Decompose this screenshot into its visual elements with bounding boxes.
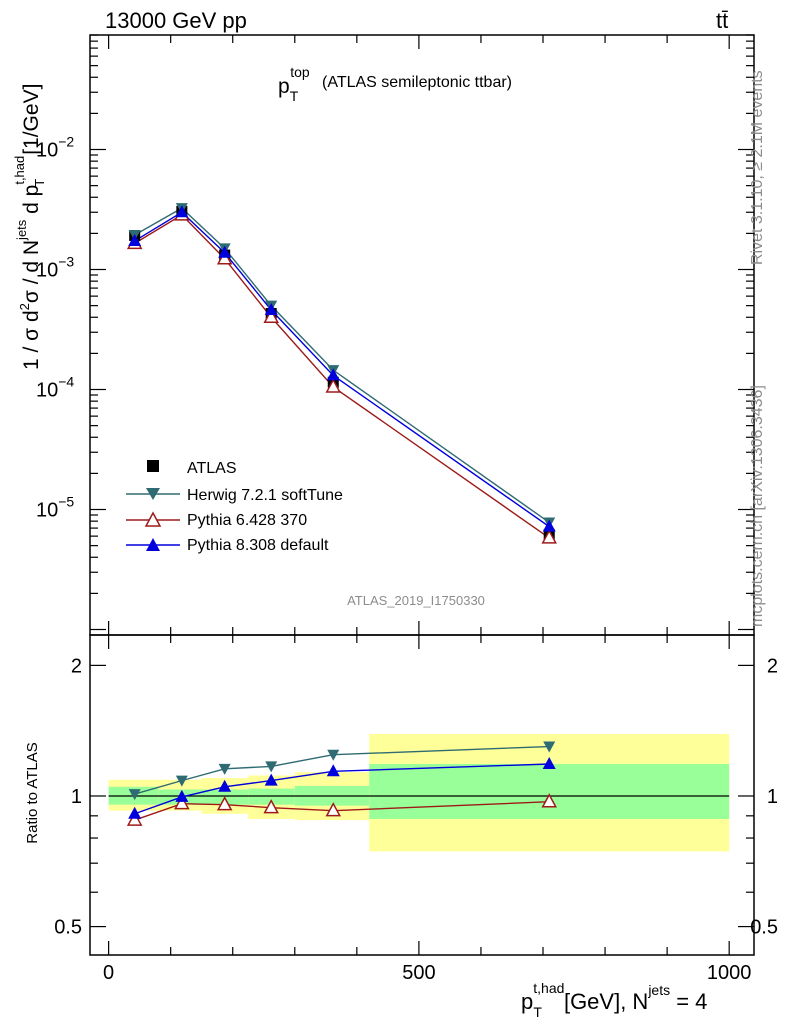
y-tick-label: 10−2: [36, 134, 74, 162]
data-point-herwig: [327, 749, 340, 761]
x-tick-label: 0: [103, 962, 114, 984]
ratio-y-tick-label-right: 1: [767, 786, 778, 808]
legend: ATLAS Herwig 7.2.1 softTune Pythia 6.428…: [126, 460, 343, 554]
data-point-pythia6: [263, 308, 279, 324]
ratio-line-herwig: [134, 745, 550, 795]
legend-entry-atlas: ATLAS: [147, 460, 237, 477]
data-point-pythia6: [325, 802, 342, 817]
data-point-pythia6: [325, 378, 342, 393]
data-point-pythia6: [216, 796, 233, 811]
data-point-pythia8: [542, 519, 556, 532]
axis-tick-labels: 0 500 1000 10−5 10−4 10−3 10−2 0.5 0.5 1 1 2 2: [36, 134, 778, 984]
legend-label-pythia8: Pythia 8.308 default: [187, 537, 329, 554]
legend-entry-pythia6: Pythia 6.428 370: [126, 511, 307, 529]
data-point-pythia6: [263, 799, 279, 814]
data-point-pythia8: [264, 302, 278, 315]
plot-subtitle: (ATLAS semileptonic ttbar): [322, 74, 512, 91]
legend-entry-pythia8: Pythia 8.308 default: [126, 537, 329, 554]
rivet-label: Rivet 3.1.10, ≥ 2.1M events: [749, 70, 766, 265]
ratio-line-pythia: [134, 763, 550, 815]
x-axis-label: pt,had T [GeV], Njets = 4: [521, 980, 707, 1020]
data-point-pythia8: [326, 368, 340, 381]
main-line-pythia: [134, 211, 550, 528]
ratio-y-tick-label-left: 2: [71, 655, 82, 677]
legend-marker-pythia8: [146, 538, 160, 551]
data-point-pythia8: [128, 233, 142, 246]
ratio-y-tick-label-left: 0.5: [54, 917, 82, 939]
y-tick-label: 10−5: [36, 494, 74, 522]
data-point-pythia8: [264, 773, 278, 786]
data-point-pythia8: [542, 757, 556, 770]
process-header: tt̄: [716, 8, 728, 33]
x-tick-label: 500: [402, 962, 435, 984]
energy-header: 13000 GeV pp: [105, 8, 247, 33]
ratio-line-pythia: [134, 801, 550, 821]
data-point-pythia8: [175, 789, 189, 802]
data-point-pythia8: [175, 205, 189, 218]
legend-label-pythia6: Pythia 6.428 370: [187, 512, 307, 529]
mcplots-label: mcplots.cern.ch [arXiv:1306.3436]: [749, 385, 766, 627]
data-point-pythia6: [174, 795, 190, 810]
data-point-pythia8: [218, 779, 232, 792]
y-tick-label: 10−4: [36, 374, 74, 402]
data-point-pythia6: [541, 793, 557, 808]
main-y-label: 1 / σ d2σ / d Njets d pt,had T[1/GeV]: [12, 84, 47, 370]
x-tick-label: 1000: [707, 962, 752, 984]
legend-label-herwig: Herwig 7.2.1 softTune: [187, 487, 343, 504]
data-point-herwig: [218, 763, 231, 775]
plot-title: pTtop: [278, 64, 310, 104]
data-point-herwig: [128, 789, 141, 801]
legend-entry-herwig: Herwig 7.2.1 softTune: [126, 487, 343, 504]
ratio-panel-frame: [89, 634, 755, 956]
legend-label-atlas: ATLAS: [187, 460, 237, 477]
legend-marker-atlas: [147, 460, 159, 472]
main-series: [126, 203, 557, 544]
legend-marker-pythia6: [144, 511, 162, 527]
ratio-y-label: Ratio to ATLAS: [24, 742, 41, 843]
main-line-pythia: [134, 214, 550, 539]
data-point-pythia8: [218, 245, 232, 258]
data-point-herwig: [543, 741, 556, 753]
data-point-herwig: [265, 761, 278, 773]
uncertainty-band-inner-5: [369, 764, 730, 820]
axis-ticks: [90, 34, 754, 955]
analysis-id: ATLAS_2019_I1750330: [347, 593, 485, 608]
y-tick-label: 10−3: [36, 254, 74, 282]
data-point-pythia6: [541, 529, 557, 544]
uncertainty-band-inner-3: [248, 788, 295, 805]
ratio-y-tick-label-right: 0.5: [750, 917, 778, 939]
ratio-y-tick-label-right: 2: [767, 655, 778, 677]
legend-marker-herwig: [146, 488, 160, 500]
data-point-pythia6: [126, 811, 143, 826]
main-line-herwig: [134, 207, 550, 524]
data-point-pythia8: [128, 806, 142, 819]
ratio-y-tick-label-left: 1: [71, 786, 82, 808]
data-point-pythia8: [326, 764, 340, 777]
ratio-series: [126, 741, 557, 826]
data-point-herwig: [175, 775, 188, 787]
